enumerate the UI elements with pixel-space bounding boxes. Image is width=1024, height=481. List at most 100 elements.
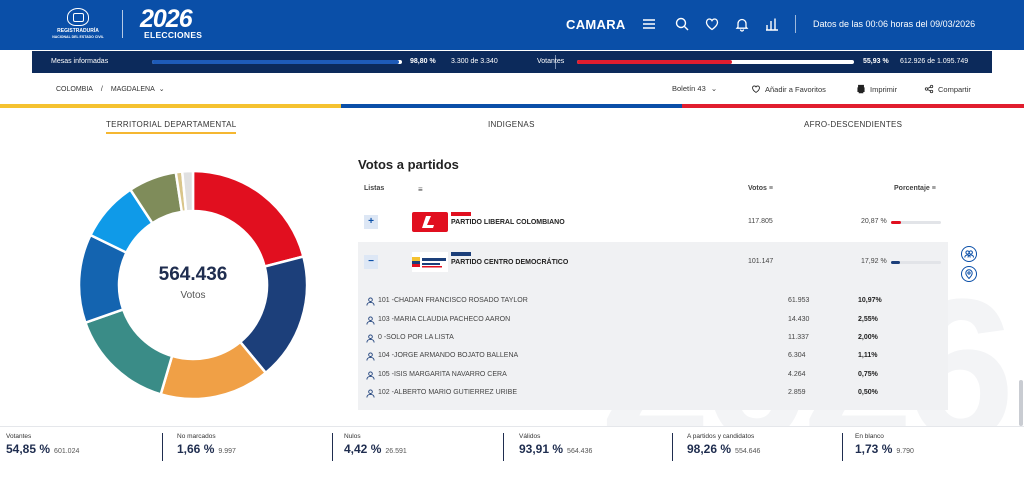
heart-icon[interactable] [704,16,720,32]
sort-icon: ≡ [768,185,773,192]
candidate-row[interactable]: 103 -MARIA CLAUDIA PACHECO AARON 14.430 … [358,312,948,330]
stat-percent: 4,42 % [344,442,382,456]
candidate-row[interactable]: 101 -CHADAN FRANCISCO ROSADO TAYLOR 61.9… [358,293,948,311]
tab-territorial[interactable]: TERRITORIAL DEPARTAMENTAL [106,120,237,134]
footer-divider [332,433,333,461]
print-button[interactable]: Imprimir [856,84,897,94]
col-votos[interactable]: Votos ≡ [748,185,773,192]
progress-divider [555,55,556,69]
candidate-row[interactable]: 0 -SOLO POR LA LISTA 11.337 2,00% [358,330,948,348]
stat-percent: 93,91 % [519,442,564,456]
party-percent-bar [891,261,941,264]
people-icon[interactable] [961,246,977,262]
share-icon [924,84,934,94]
candidate-list: 101 -CHADAN FRANCISCO ROSADO TAYLOR 61.9… [358,284,948,410]
stat-en-blanco: En blanco 1,73 % 9.790 [855,433,914,458]
party-percent: 17,92 % [861,258,887,265]
printer-icon [857,84,865,94]
flag-color-strip [0,104,1024,108]
party-row-centro-democratico[interactable]: − PARTIDO CENTRO DEMOCRÁTICO 101.147 17,… [358,242,948,284]
favorites-label: Añadir a Favoritos [765,85,826,94]
chevron-down-icon[interactable]: ⌄ [158,86,165,93]
candidate-row[interactable]: 102 -ALBERTO MARIO GUTIERREZ URIBE 2.859… [358,385,948,403]
candidate-votes: 61.953 [788,297,810,304]
centro-democratico-logo [412,252,448,272]
person-icon [366,316,375,325]
data-timestamp: Datos de las 00:06 horas del 09/03/2026 [813,19,976,29]
breadcrumb-separator: / [100,86,103,93]
person-icon [366,297,375,306]
votes-title: Votos a partidos [358,157,459,172]
stat-count: 554.646 [735,448,761,455]
col-porcentaje-label: Porcentaje [894,185,930,192]
menu-icon[interactable] [641,16,657,32]
registraduria-logo[interactable]: REGISTRADURÍA NACIONAL DEL ESTADO CIVIL [50,8,106,40]
candidate-votes: 4.264 [788,371,806,378]
candidate-votes: 2.859 [788,389,806,396]
candidate-name: 102 -ALBERTO MARIO GUTIERREZ URIBE [378,389,517,396]
footer-divider [842,433,843,461]
stat-label: En blanco [855,433,884,440]
candidate-row[interactable]: 105 -ISIS MARGARITA NAVARRO CERA 4.264 0… [358,367,948,385]
donut-segment-0[interactable] [191,169,305,269]
breadcrumb-dept[interactable]: MAGDALENA [110,86,155,93]
candidate-votes: 6.304 [788,352,806,359]
share-button[interactable]: Compartir [924,84,971,94]
tab-indigenas[interactable]: INDIGENAS [488,120,535,129]
party-percent-bar [891,221,941,224]
stat-validos: Válidos 93,91 % 564.436 [519,433,592,458]
stat-label: Votantes [6,433,32,440]
share-label: Compartir [938,85,971,94]
stat-label: Nulos [344,433,361,440]
registraduria-subtitle: NACIONAL DEL ESTADO CIVIL [52,35,104,39]
sort-icon: ≡ [931,185,936,192]
bell-icon[interactable] [734,16,750,32]
footer-divider [503,433,504,461]
party-color-badge [451,252,471,256]
party-row-liberal[interactable]: + PARTIDO LIBERAL COLOMBIANO 117.805 20,… [358,202,948,244]
col-porcentaje[interactable]: Porcentaje ≡ [894,185,936,192]
registraduria-name: REGISTRADURÍA [57,28,99,34]
boletin-selector[interactable]: Boletín 43 ⌄ [672,84,717,93]
collapse-button[interactable]: − [364,255,378,269]
stat-percent: 98,26 % [687,442,732,456]
search-icon[interactable] [674,16,690,32]
heart-icon [752,85,760,93]
stat-count: 601.024 [54,448,80,455]
elections-year-logo[interactable]: 2026 [140,5,193,33]
expand-button[interactable]: + [364,215,378,229]
scrollbar-thumb[interactable] [1019,380,1023,426]
donut-segment-8[interactable] [180,169,195,213]
liberal-logo [412,212,448,232]
col-votos-label: Votos [748,185,767,192]
footer-stats: Votantes 54,85 % 601.024 No marcados 1,66… [0,426,1024,463]
tab-afro[interactable]: AFRO-DESCENDIENTES [804,120,903,129]
candidate-name: 105 -ISIS MARGARITA NAVARRO CERA [378,371,507,378]
favorites-button[interactable]: Añadir a Favoritos [751,84,826,94]
stat-count: 26.591 [385,448,407,455]
stat-count: 564.436 [567,448,593,455]
candidate-name: 101 -CHADAN FRANCISCO ROSADO TAYLOR [378,297,528,304]
party-votes: 101.147 [748,258,774,265]
chevron-down-icon: ⌄ [710,84,718,93]
bar-chart-icon[interactable] [764,16,780,32]
stat-percent: 54,85 % [6,442,51,456]
votantes-progress-fill [577,60,732,64]
candidate-row[interactable]: 104 -JORGE ARMANDO BOJATO BALLENA 6.304 … [358,348,948,366]
stat-percent: 1,66 % [177,442,215,456]
mesas-label: Mesas informadas [51,58,109,65]
filter-icon[interactable]: ≡ [418,185,423,194]
crest-icon [67,8,89,26]
location-pin-icon[interactable] [961,266,977,282]
party-name: PARTIDO LIBERAL COLOMBIANO [451,219,565,226]
stat-votantes: Votantes 54,85 % 601.024 [6,433,79,458]
footer-divider [162,433,163,461]
breadcrumb-country[interactable]: COLOMBIA [56,86,93,93]
person-icon [366,389,375,398]
donut-total: 564.436 [158,264,228,285]
party-percent-fill [891,261,900,264]
col-listas: Listas [364,185,385,192]
section-title: CAMARA [566,17,626,32]
stat-count: 9.790 [896,448,914,455]
donut-segment-3[interactable] [83,307,174,396]
